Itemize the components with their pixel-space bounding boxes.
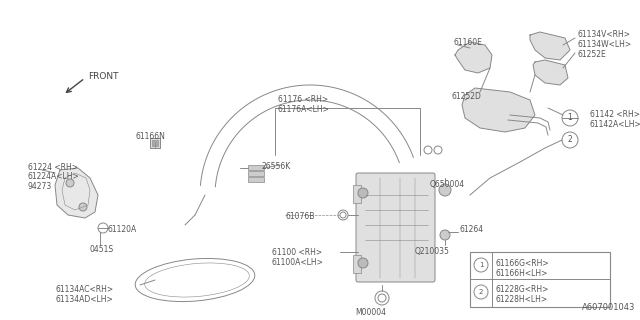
Polygon shape [55, 168, 98, 218]
Text: 61228G<RH>: 61228G<RH> [496, 285, 549, 294]
Text: 61142A<LH>: 61142A<LH> [590, 120, 640, 129]
Text: 1: 1 [479, 262, 483, 268]
Text: 61160E: 61160E [453, 38, 482, 47]
Text: 61176 <RH>: 61176 <RH> [278, 95, 328, 104]
Text: 61228H<LH>: 61228H<LH> [496, 295, 548, 304]
Polygon shape [455, 42, 492, 73]
Bar [470, 252, 610, 307]
Polygon shape [533, 60, 568, 85]
Text: A607001043: A607001043 [582, 303, 635, 312]
Text: 61176A<LH>: 61176A<LH> [278, 105, 330, 114]
Text: 61166H<LH>: 61166H<LH> [496, 269, 548, 278]
FancyBboxPatch shape [356, 173, 435, 282]
Circle shape [562, 132, 578, 148]
Text: 2: 2 [479, 289, 483, 295]
Circle shape [358, 258, 368, 268]
Bar [353, 185, 361, 203]
Text: Q650004: Q650004 [430, 180, 465, 189]
Text: 61134AC<RH>: 61134AC<RH> [55, 285, 113, 294]
Text: 61252E: 61252E [578, 50, 607, 59]
Text: 61134AD<LH>: 61134AD<LH> [55, 295, 113, 304]
Text: 61134V<RH>: 61134V<RH> [578, 30, 631, 39]
Circle shape [358, 188, 368, 198]
Circle shape [66, 179, 74, 187]
Bar [248, 171, 264, 176]
Text: 26556K: 26556K [262, 162, 291, 171]
Text: 61076B: 61076B [285, 212, 314, 221]
Text: 61166N: 61166N [136, 132, 166, 141]
Circle shape [562, 110, 578, 126]
Circle shape [440, 230, 450, 240]
Bar [248, 177, 264, 182]
Text: 1: 1 [568, 114, 572, 123]
Text: FRONT: FRONT [88, 72, 118, 81]
Circle shape [474, 285, 488, 299]
Circle shape [474, 258, 488, 272]
Polygon shape [530, 32, 570, 60]
Text: 94273: 94273 [28, 182, 52, 191]
Text: 61134W<LH>: 61134W<LH> [578, 40, 632, 49]
Bar [248, 165, 264, 170]
Text: 2: 2 [568, 135, 572, 145]
Bar [353, 255, 361, 273]
Text: Q210035: Q210035 [415, 247, 450, 256]
Text: 61264: 61264 [460, 225, 484, 234]
Bar [150, 138, 160, 148]
Text: 0451S: 0451S [90, 245, 114, 254]
Text: 61224A<LH>: 61224A<LH> [28, 172, 80, 181]
Bar [152, 140, 158, 146]
Text: 61142 <RH>: 61142 <RH> [590, 110, 640, 119]
Polygon shape [462, 88, 535, 132]
Text: 61100A<LH>: 61100A<LH> [272, 258, 324, 267]
Circle shape [439, 184, 451, 196]
Text: 61252D: 61252D [451, 92, 481, 101]
Text: 61120A: 61120A [108, 225, 137, 234]
Text: M00004: M00004 [355, 308, 386, 317]
Text: 61100 <RH>: 61100 <RH> [272, 248, 322, 257]
Text: 61224 <RH>: 61224 <RH> [28, 163, 78, 172]
Circle shape [79, 203, 87, 211]
Text: 61166G<RH>: 61166G<RH> [496, 259, 550, 268]
